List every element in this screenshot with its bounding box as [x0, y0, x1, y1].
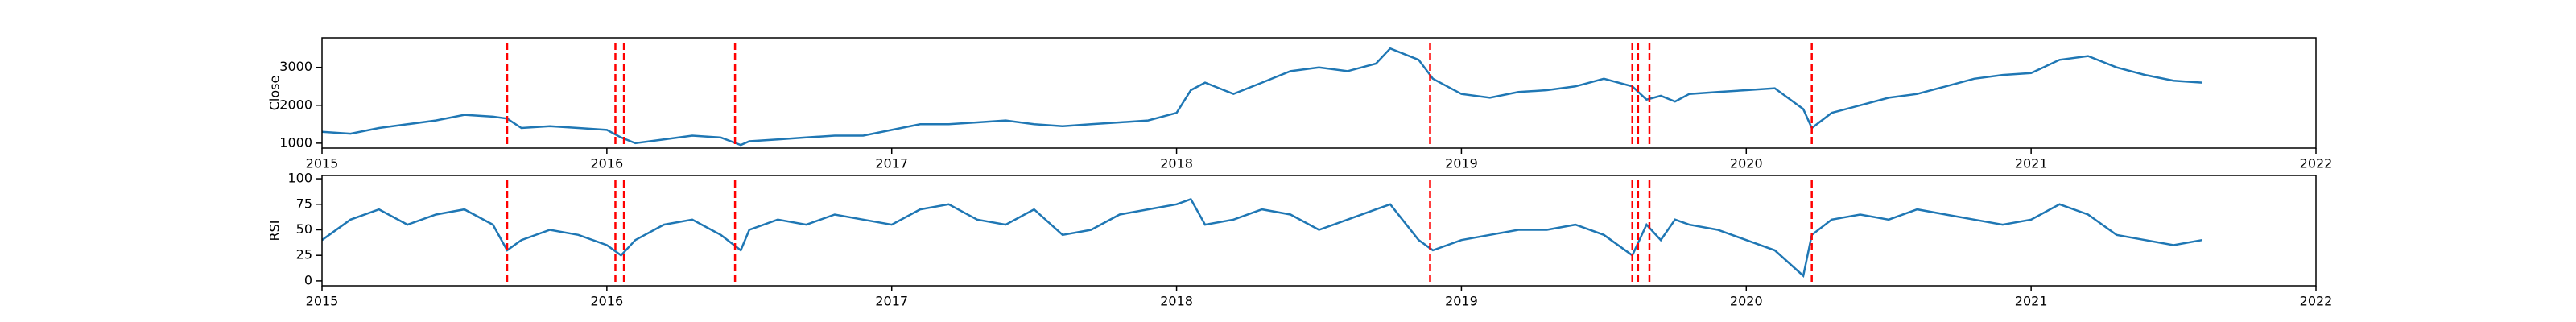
data-line — [321, 197, 2202, 278]
y-tick-label: 0 — [304, 272, 312, 287]
x-tick-label: 2016 — [590, 294, 623, 309]
x-tick-label: 2020 — [1730, 294, 1763, 309]
x-tick-label: 2018 — [1160, 294, 1193, 309]
data-line — [321, 47, 2202, 147]
x-tick-label: 2017 — [875, 294, 908, 309]
y-tick-label: 100 — [287, 171, 312, 186]
y-tick-label: 2000 — [279, 97, 312, 112]
y-tick-label: 25 — [296, 247, 312, 262]
axes-frame — [321, 175, 2317, 287]
x-tick-label: 2022 — [2300, 294, 2333, 309]
x-tick-label: 2021 — [2015, 156, 2048, 171]
y-axis-label: Close — [267, 76, 283, 111]
x-tick-label: 2020 — [1730, 156, 1763, 171]
axes-frame — [321, 37, 2317, 149]
x-tick-label: 2016 — [590, 156, 623, 171]
x-tick-label: 2015 — [306, 156, 339, 171]
x-tick-label: 2021 — [2015, 294, 2048, 309]
y-tick-label: 1000 — [279, 134, 312, 150]
x-tick-label: 2017 — [875, 156, 908, 171]
y-axis-label: RSI — [267, 221, 283, 242]
x-tick-label: 2022 — [2300, 156, 2333, 171]
x-tick-label: 2015 — [306, 294, 339, 309]
x-tick-label: 2019 — [1445, 294, 1478, 309]
y-tick-label: 50 — [296, 221, 312, 237]
y-tick-label: 75 — [296, 196, 312, 211]
x-tick-label: 2018 — [1160, 156, 1193, 171]
x-tick-label: 2019 — [1445, 156, 1478, 171]
y-tick-label: 3000 — [279, 59, 312, 74]
